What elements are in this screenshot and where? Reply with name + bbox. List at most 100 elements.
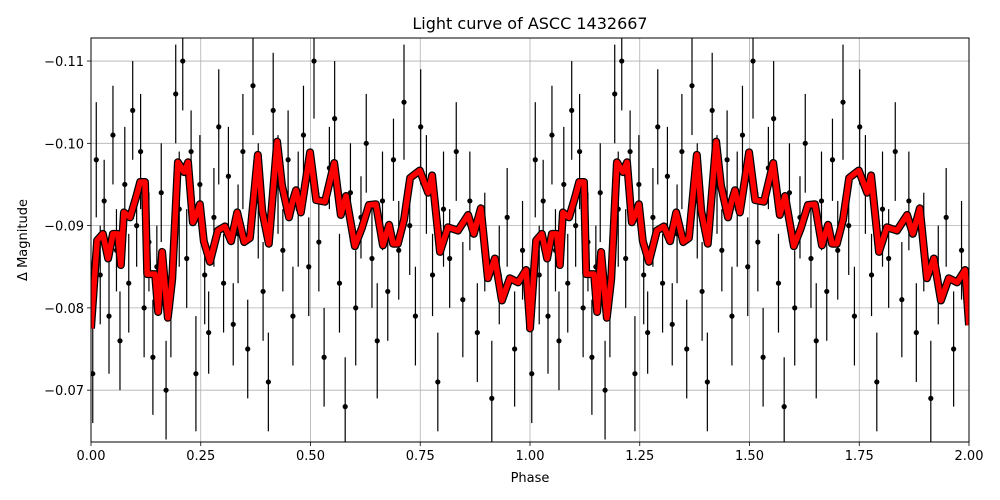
- data-point: [216, 124, 222, 130]
- data-point: [928, 395, 934, 401]
- x-tick-label: 1.75: [845, 449, 874, 464]
- data-point: [188, 148, 194, 155]
- data-point: [545, 313, 551, 319]
- data-point: [659, 280, 666, 286]
- data-point: [650, 214, 656, 220]
- data-point: [504, 214, 510, 220]
- x-tick-label: 1.50: [735, 449, 764, 464]
- data-point: [407, 223, 413, 229]
- data-point: [184, 255, 190, 262]
- data-point: [689, 83, 695, 89]
- data-point: [775, 280, 782, 286]
- data-point: [412, 313, 419, 319]
- data-point: [285, 157, 291, 163]
- data-point: [97, 272, 103, 278]
- data-point: [270, 107, 276, 114]
- data-point: [141, 305, 147, 311]
- data-point: [245, 346, 251, 352]
- data-point: [724, 157, 730, 163]
- data-layer: [91, 38, 969, 442]
- data-point: [729, 313, 735, 319]
- data-point: [597, 190, 603, 196]
- data-point: [401, 99, 407, 105]
- y-tick-label: −0.09: [44, 220, 84, 235]
- data-point: [835, 247, 841, 253]
- data-point: [138, 148, 144, 155]
- x-axis-label: Phase: [511, 471, 550, 486]
- data-point: [130, 107, 136, 114]
- x-tick-label: 2.00: [955, 449, 984, 464]
- data-point: [669, 321, 675, 327]
- y-axis-label: Δ Magnitude: [16, 199, 31, 281]
- data-point: [704, 379, 710, 385]
- data-point: [435, 379, 441, 385]
- data-point: [300, 132, 307, 138]
- data-point: [193, 371, 199, 377]
- data-point: [874, 379, 880, 385]
- data-point: [150, 354, 156, 360]
- data-point: [750, 58, 756, 64]
- data-point: [453, 148, 459, 155]
- data-point: [802, 140, 808, 146]
- data-point: [899, 297, 905, 303]
- data-point: [265, 379, 271, 385]
- data-point: [699, 288, 705, 295]
- data-point: [943, 214, 949, 220]
- data-point: [363, 140, 369, 146]
- data-point: [519, 247, 526, 253]
- data-point: [158, 190, 164, 196]
- data-point: [311, 58, 317, 64]
- data-point: [645, 329, 651, 336]
- data-point: [719, 247, 725, 253]
- data-point: [892, 148, 898, 155]
- data-point: [868, 272, 875, 278]
- data-point: [206, 329, 212, 336]
- data-point: [225, 173, 232, 179]
- data-point: [460, 297, 466, 303]
- data-point: [336, 280, 343, 286]
- data-point: [110, 132, 116, 138]
- data-point: [447, 255, 453, 262]
- model-curve: [91, 138, 969, 332]
- data-point: [577, 148, 583, 155]
- y-tick-label: −0.10: [44, 137, 84, 152]
- data-point: [134, 223, 140, 229]
- data-point: [569, 107, 575, 114]
- data-point: [260, 288, 266, 295]
- data-point: [840, 99, 846, 105]
- data-point: [474, 329, 480, 336]
- data-point: [532, 157, 538, 163]
- data-point: [818, 198, 825, 204]
- y-tick-label: −0.07: [44, 384, 84, 399]
- data-point: [440, 206, 447, 212]
- data-point: [664, 173, 671, 179]
- data-point: [342, 404, 348, 410]
- data-point: [540, 198, 546, 204]
- data-point: [230, 321, 236, 327]
- data-point: [290, 313, 296, 319]
- data-point: [306, 264, 312, 270]
- data-point: [760, 354, 766, 360]
- data-point: [612, 91, 618, 97]
- data-point: [619, 58, 625, 64]
- data-point: [379, 198, 386, 204]
- data-point: [679, 148, 685, 155]
- data-point: [106, 313, 112, 319]
- data-point: [353, 305, 359, 311]
- data-point: [396, 247, 402, 253]
- x-tick-label: 0.50: [296, 449, 325, 464]
- data-point: [374, 338, 380, 344]
- data-point: [536, 272, 542, 278]
- data-point: [122, 181, 128, 188]
- data-point: [906, 198, 912, 204]
- data-point: [332, 116, 338, 122]
- data-point: [101, 198, 107, 204]
- chart-title: Light curve of ASCC 1432667: [412, 14, 647, 33]
- data-point: [316, 239, 322, 245]
- data-point: [958, 247, 965, 253]
- data-point: [627, 148, 633, 155]
- data-point: [602, 387, 608, 393]
- data-point: [180, 58, 186, 64]
- data-point: [429, 272, 436, 278]
- data-point: [709, 107, 715, 114]
